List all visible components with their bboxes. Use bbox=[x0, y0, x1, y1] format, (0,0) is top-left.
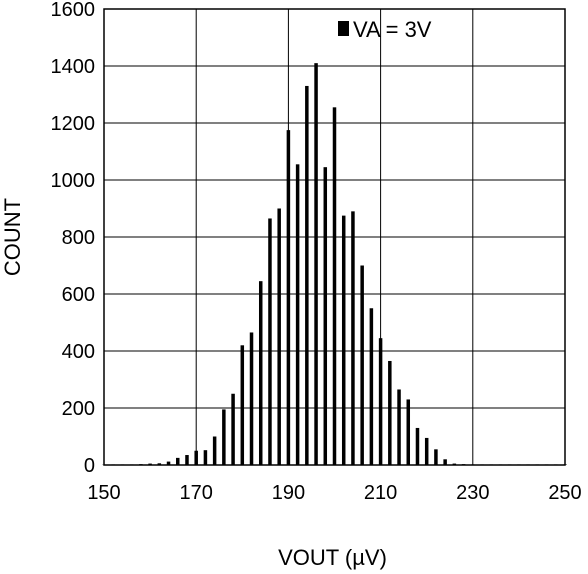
histogram-bar bbox=[415, 427, 420, 465]
histogram-bar bbox=[194, 450, 198, 465]
histogram-bar bbox=[249, 332, 254, 465]
y-tick-label: 0 bbox=[84, 455, 95, 477]
y-axis-label: COUNT bbox=[0, 198, 25, 276]
histogram-bar bbox=[314, 63, 318, 466]
x-tick-label: 210 bbox=[364, 482, 397, 504]
histogram-bar bbox=[185, 455, 189, 465]
histogram-bar bbox=[332, 107, 337, 465]
histogram-bar bbox=[397, 389, 401, 465]
histogram-bar bbox=[360, 265, 364, 465]
histogram-bar bbox=[231, 393, 235, 465]
plot-frame bbox=[103, 8, 566, 466]
histogram-bar bbox=[157, 463, 162, 465]
y-tick-label: 400 bbox=[62, 341, 95, 363]
legend-swatch bbox=[338, 21, 349, 36]
histogram-bar bbox=[305, 85, 309, 465]
histogram-bar bbox=[258, 281, 263, 465]
histogram-bar bbox=[240, 345, 245, 465]
x-axis-label: VOUT (µV) bbox=[278, 545, 387, 570]
histogram-bar bbox=[222, 409, 226, 465]
histogram-bar bbox=[443, 459, 447, 465]
x-tick-label: 170 bbox=[180, 482, 213, 504]
histogram-bar bbox=[203, 450, 208, 465]
bars bbox=[102, 63, 567, 466]
histogram-bar bbox=[295, 164, 300, 465]
histogram-bar bbox=[277, 208, 281, 465]
histogram-bar bbox=[369, 308, 374, 465]
histogram-bar bbox=[286, 130, 291, 465]
histogram-bar bbox=[424, 437, 429, 465]
histogram-bar bbox=[351, 211, 355, 465]
histogram-bar bbox=[323, 167, 328, 466]
histogram-bar bbox=[434, 449, 438, 465]
y-tick-label: 1200 bbox=[51, 113, 96, 135]
x-tick-label: 250 bbox=[548, 482, 581, 504]
histogram-bar bbox=[166, 461, 171, 465]
histogram-bar bbox=[341, 215, 346, 465]
histogram-bar bbox=[388, 360, 392, 465]
legend-label: VA = 3V bbox=[353, 17, 432, 42]
y-tick-label: 1000 bbox=[51, 170, 96, 192]
histogram-bar bbox=[268, 218, 272, 465]
y-tick-label: 200 bbox=[62, 398, 95, 420]
histogram-bar bbox=[378, 338, 383, 465]
x-tick-label: 190 bbox=[272, 482, 305, 504]
y-tick-label: 800 bbox=[62, 227, 95, 249]
x-tick-label: 230 bbox=[456, 482, 489, 504]
x-tick-labels: 150 170 190 210 230 250 bbox=[87, 482, 581, 504]
histogram-bar bbox=[212, 436, 217, 465]
histogram-bar bbox=[406, 399, 411, 465]
y-tick-labels: 0 200 400 600 800 1000 1200 1400 1600 bbox=[51, 0, 96, 477]
x-tick-label: 150 bbox=[87, 482, 120, 504]
y-tick-label: 1600 bbox=[51, 0, 96, 21]
legend: VA = 3V bbox=[338, 17, 432, 42]
y-tick-label: 600 bbox=[62, 284, 95, 306]
histogram-bar bbox=[176, 457, 180, 465]
y-tick-label: 1400 bbox=[51, 56, 96, 78]
